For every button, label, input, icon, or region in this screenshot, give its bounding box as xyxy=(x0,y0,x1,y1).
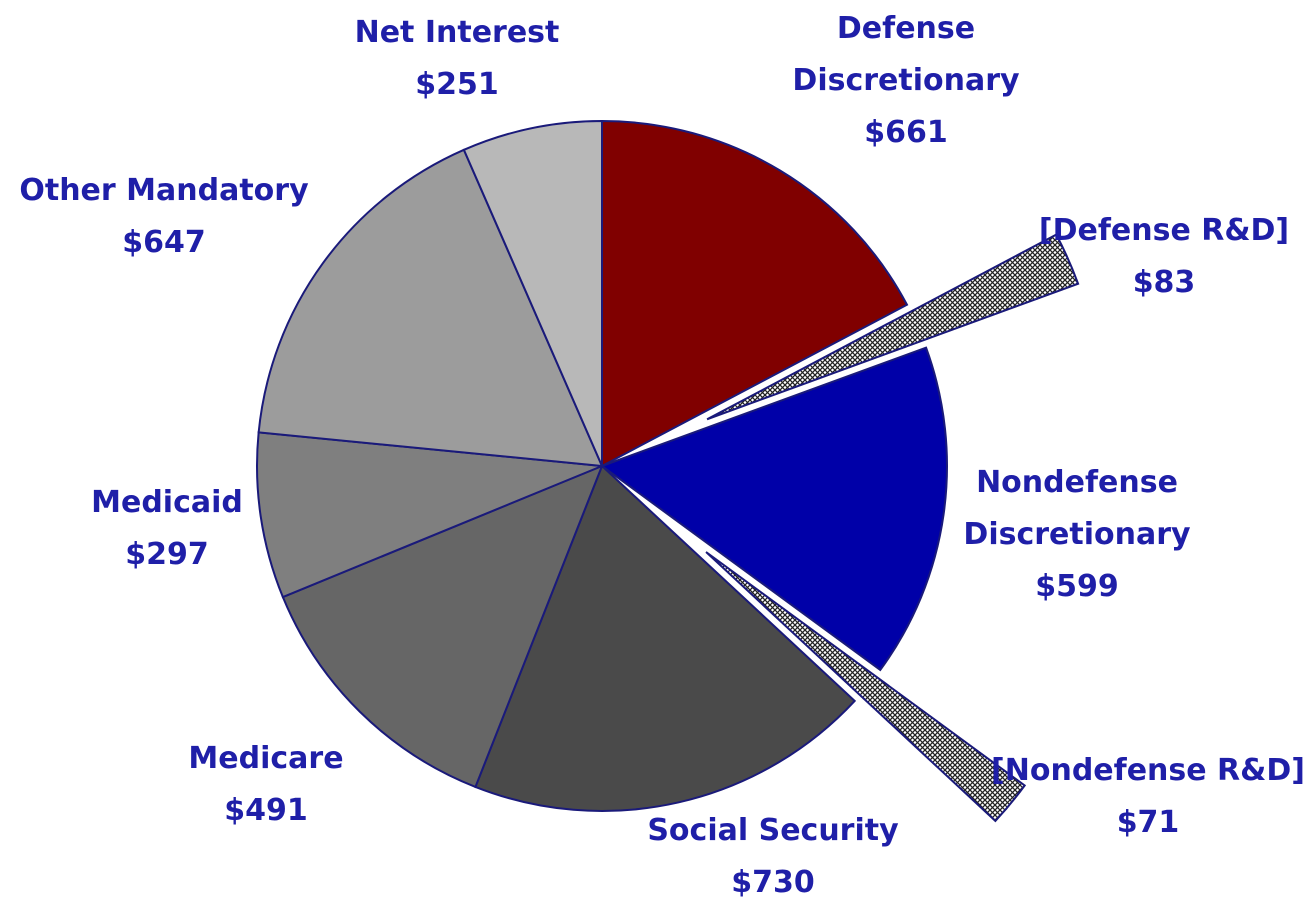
label-defense: Defense Discretionary $661 xyxy=(792,11,1020,150)
label-medicaid: Medicaid $297 xyxy=(91,485,243,572)
slice-medicare xyxy=(281,464,604,789)
value-label: $251 xyxy=(415,67,499,102)
slice-medicaid xyxy=(256,431,603,599)
slice-labels: Defense Discretionary $661 [Defense R&D] $83… xyxy=(19,11,1305,900)
label-line: Medicare xyxy=(188,741,343,776)
label-line: Discretionary xyxy=(792,63,1020,98)
slice-nondefense xyxy=(599,346,948,672)
value-label: $297 xyxy=(125,537,209,572)
value-label: $491 xyxy=(224,793,308,828)
label-social-security: Social Security $730 xyxy=(647,813,899,900)
slice-nondefense-rd xyxy=(705,551,1027,823)
label-line: [Defense R&D] xyxy=(1039,213,1289,248)
label-nondefense: Nondefense Discretionary $599 xyxy=(963,465,1191,604)
label-nondefense-rd: [Nondefense R&D] $71 xyxy=(991,753,1305,840)
slice-defense-rd xyxy=(706,233,1080,421)
slice-defense xyxy=(601,119,909,468)
pie-slices xyxy=(256,119,1080,823)
label-line: Other Mandatory xyxy=(19,173,309,208)
label-line: Medicaid xyxy=(91,485,243,520)
label-medicare: Medicare $491 xyxy=(188,741,343,828)
value-label: $730 xyxy=(731,865,815,900)
label-line: Discretionary xyxy=(963,517,1191,552)
slice-other-mandatory xyxy=(257,148,604,468)
value-label: $83 xyxy=(1133,265,1196,300)
label-line: Defense xyxy=(837,11,975,46)
label-defense-rd: [Defense R&D] $83 xyxy=(1039,213,1289,300)
label-line: [Nondefense R&D] xyxy=(991,753,1305,788)
label-line: Social Security xyxy=(647,813,899,848)
label-line: Nondefense xyxy=(976,465,1178,500)
value-label: $71 xyxy=(1117,805,1180,840)
slice-social-security xyxy=(474,464,857,812)
label-net-interest: Net Interest $251 xyxy=(355,15,560,102)
value-label: $661 xyxy=(864,115,948,150)
value-label: $647 xyxy=(122,225,206,260)
slice-net-interest xyxy=(462,119,603,467)
value-label: $599 xyxy=(1035,569,1119,604)
label-other-mandatory: Other Mandatory $647 xyxy=(19,173,309,260)
label-line: Net Interest xyxy=(355,15,560,50)
